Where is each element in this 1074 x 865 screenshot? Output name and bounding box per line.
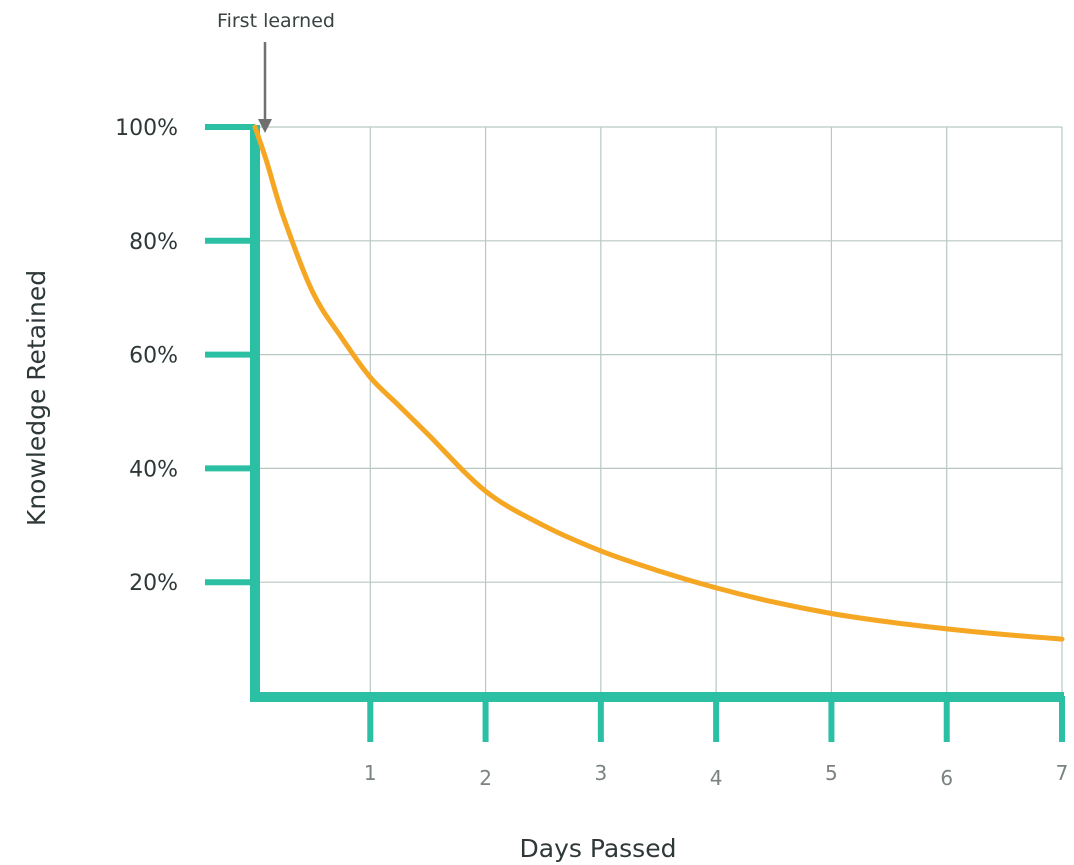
y-tick-label-5: 100% bbox=[115, 116, 178, 141]
annotation-arrow-head bbox=[258, 119, 272, 133]
y-tick-label-4: 80% bbox=[129, 230, 178, 255]
forgetting-curve-line bbox=[252, 124, 1065, 642]
x-tick-label-4: 4 bbox=[710, 766, 723, 790]
x-tick-label-2: 2 bbox=[479, 766, 492, 790]
annotations: First learned bbox=[217, 10, 335, 133]
annotation-label-first-learned: First learned bbox=[217, 10, 335, 32]
y-tick-label-2: 40% bbox=[129, 457, 178, 482]
ticks: 20% 40% 60% 80% 100% 1 2 3 4 5 6 7 bbox=[115, 116, 1068, 790]
axes bbox=[250, 125, 1064, 702]
y-tick-label-3: 60% bbox=[129, 344, 178, 369]
x-tick-label-3: 3 bbox=[594, 761, 607, 785]
grid bbox=[255, 126, 1063, 696]
series bbox=[252, 124, 1065, 642]
y-axis-title: Knowledge Retained bbox=[22, 270, 51, 526]
x-tick-label-5: 5 bbox=[825, 761, 838, 785]
x-tick-label-1: 1 bbox=[364, 761, 377, 785]
x-tick-label-7: 7 bbox=[1056, 761, 1069, 785]
x-axis-title: Days Passed bbox=[520, 834, 677, 863]
y-tick-label-1: 20% bbox=[129, 571, 178, 596]
x-tick-label-6: 6 bbox=[940, 766, 953, 790]
